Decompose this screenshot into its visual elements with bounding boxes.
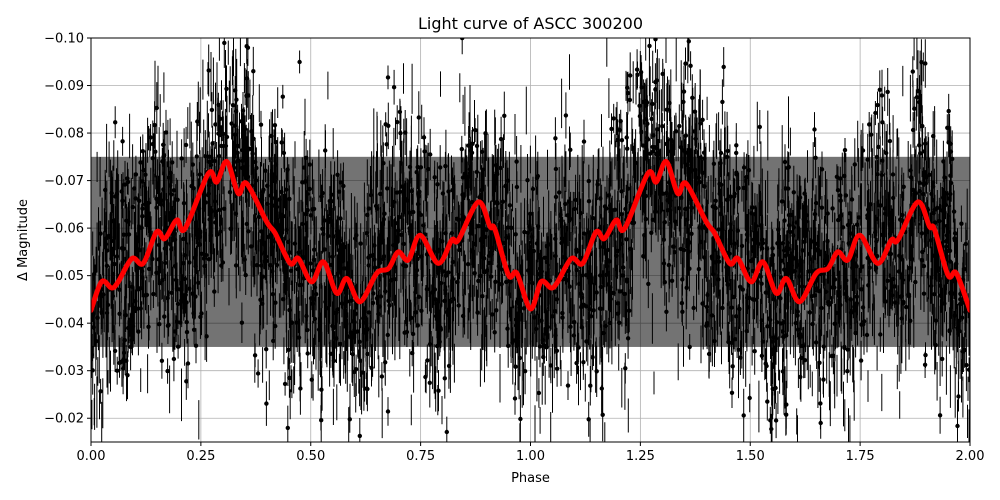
y-tick-label: −0.02	[44, 412, 84, 427]
y-tick-label: −0.09	[44, 79, 84, 94]
y-tick-label: −0.06	[44, 222, 84, 237]
x-tick-label: 1.75	[846, 449, 875, 464]
y-tick-label: −0.08	[44, 127, 84, 142]
y-tick-label: −0.04	[44, 317, 84, 332]
x-tick-label: 0.00	[77, 449, 106, 464]
y-axis-label: Δ Magnitude	[16, 199, 31, 281]
x-tick-label: 0.75	[406, 449, 435, 464]
x-axis: 0.00 0.25 0.50 0.75 1.00 1.25 1.50 1.75 2.00	[77, 442, 985, 464]
x-tick-label: 2.00	[956, 449, 985, 464]
x-tick-label: 1.00	[516, 449, 545, 464]
chart-title: Light curve of ASCC 300200	[418, 14, 643, 33]
y-tick-label: −0.05	[44, 269, 84, 284]
x-tick-label: 1.50	[736, 449, 765, 464]
y-tick-label: −0.10	[44, 32, 84, 47]
x-tick-label: 1.25	[626, 449, 655, 464]
x-tick-label: 0.50	[296, 449, 325, 464]
model-curve-group	[91, 159, 970, 313]
y-axis: −0.10 −0.09 −0.08 −0.07 −0.06 −0.05 −0.04 −0.03…	[44, 32, 91, 427]
x-tick-label: 0.25	[186, 449, 215, 464]
y-tick-label: −0.03	[44, 364, 84, 379]
x-axis-label: Phase	[511, 471, 550, 486]
model-curve	[91, 159, 970, 313]
y-tick-label: −0.07	[44, 174, 84, 189]
